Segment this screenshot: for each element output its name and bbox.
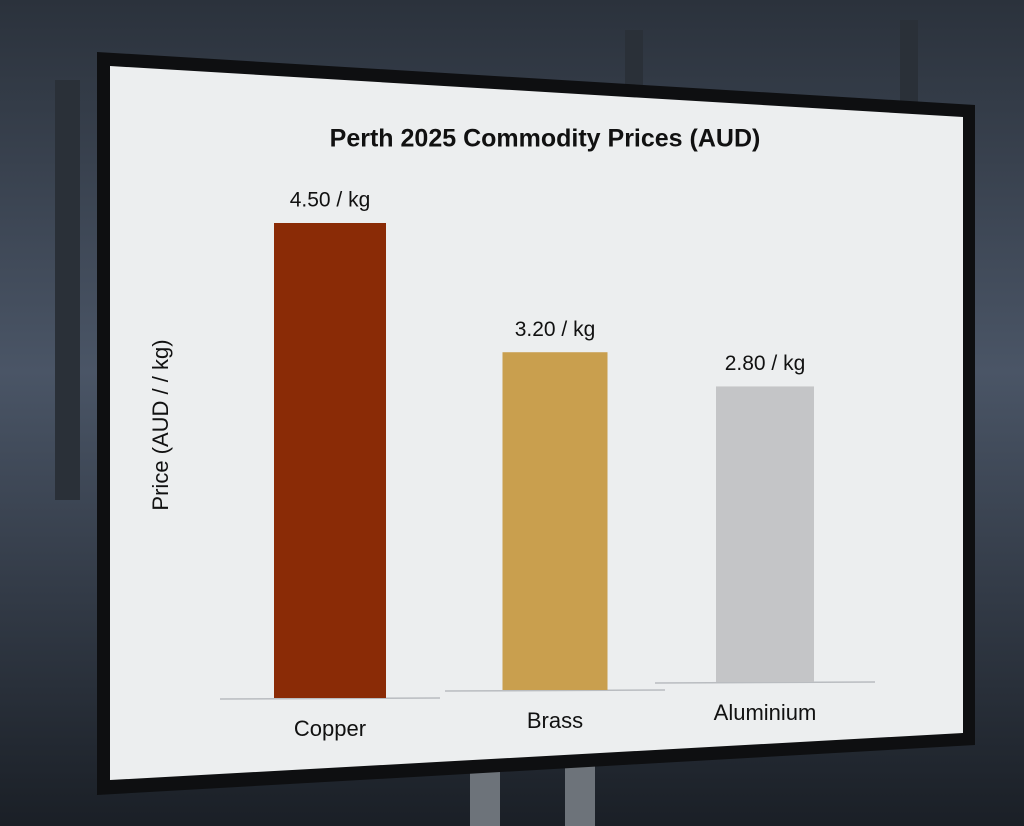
x-tick-label: Copper	[294, 716, 366, 741]
baseline	[444, 689, 666, 692]
window-frame	[55, 80, 80, 500]
window-frame	[625, 30, 643, 90]
baseline	[654, 681, 876, 684]
y-axis-label: Price (AUD / / kg)	[148, 339, 173, 510]
plot: 4.50 / kg Copper 3.20 / kg Brass 2.80 / kg Al…	[219, 189, 876, 741]
bar	[274, 223, 386, 698]
bar	[502, 352, 608, 690]
value-label: 4.50 / kg	[290, 189, 371, 212]
x-tick-label: Aluminium	[714, 700, 817, 725]
bar	[716, 386, 814, 682]
baseline	[219, 697, 441, 700]
chart-title: Perth 2025 Commodity Prices (AUD)	[330, 125, 761, 153]
stand	[565, 760, 595, 826]
x-tick-label: Brass	[527, 708, 583, 733]
value-label: 3.20 / kg	[515, 318, 596, 341]
window-frame	[900, 20, 918, 110]
value-label: 2.80 / kg	[725, 352, 806, 375]
